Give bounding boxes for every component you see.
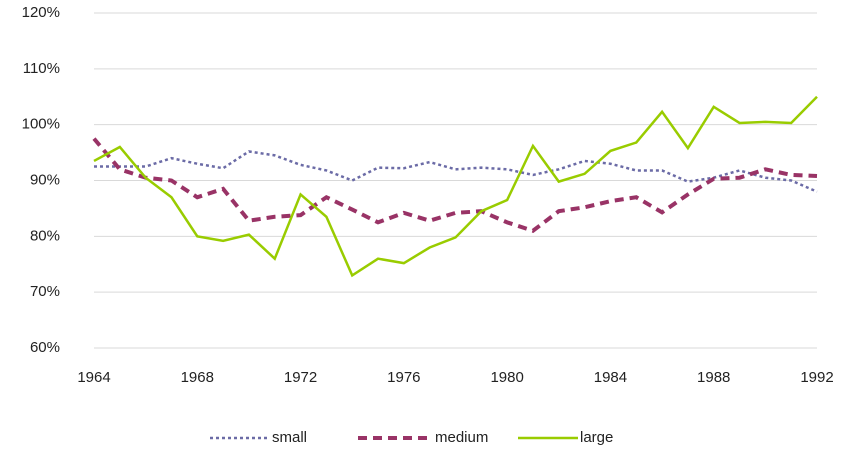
x-tick-label: 1964 [77, 369, 110, 386]
legend-label: large [580, 429, 613, 446]
x-tick-label: 1972 [284, 369, 317, 386]
y-tick-label: 100% [22, 116, 60, 133]
x-tick-label: 1968 [181, 369, 214, 386]
x-tick-label: 1976 [387, 369, 420, 386]
x-tick-label: 1980 [490, 369, 523, 386]
y-tick-label: 60% [30, 339, 60, 356]
legend-label: small [272, 429, 307, 446]
series-line [94, 150, 818, 193]
y-tick-label: 70% [30, 283, 60, 300]
y-tick-label: 80% [30, 227, 60, 244]
y-tick-label: 90% [30, 171, 60, 188]
legend-label: medium [435, 429, 488, 446]
series-line [93, 95, 818, 278]
x-tick-label: 1992 [800, 369, 833, 386]
y-tick-label: 120% [22, 4, 60, 21]
y-tick-label: 110% [23, 60, 60, 77]
x-tick-label: 1988 [697, 369, 730, 386]
x-tick-label: 1984 [594, 369, 627, 386]
series-line [92, 137, 818, 233]
